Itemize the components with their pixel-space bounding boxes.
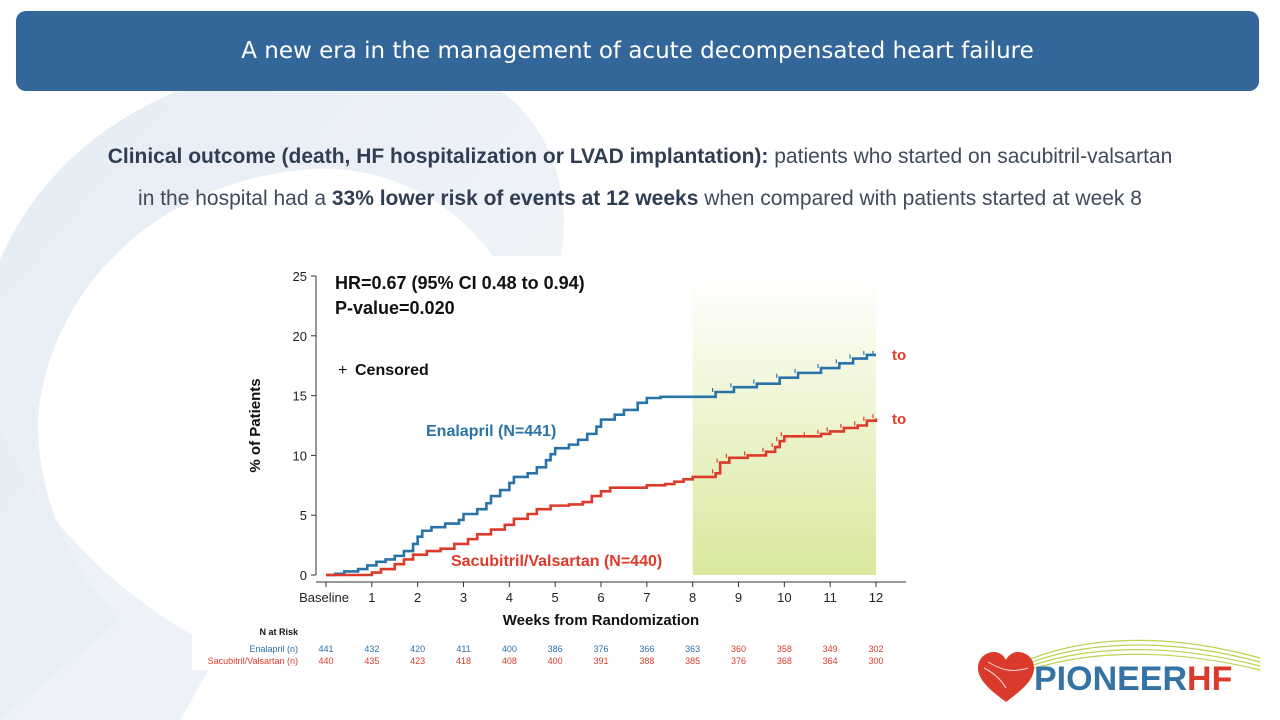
- summary-text-2: in the hospital had a: [138, 187, 332, 210]
- x-tick-label: 4: [506, 590, 513, 605]
- risk-cell: 440: [318, 656, 333, 666]
- summary-bold-1: Clinical outcome (death, HF hospitalizat…: [107, 145, 769, 168]
- risk-cell: 408: [502, 656, 517, 666]
- x-axis-label: Weeks from Randomization: [503, 612, 699, 629]
- y-tick-label: 20: [293, 329, 307, 344]
- x-tick-label: 9: [735, 590, 742, 605]
- risk-cell: 358: [777, 644, 792, 654]
- y-tick-label: 0: [300, 568, 307, 583]
- series-line-enalapril: [326, 353, 876, 577]
- risk-cell: 391: [593, 656, 608, 666]
- y-tick-label: 5: [300, 508, 307, 523]
- risk-cell: 420: [410, 644, 425, 654]
- series-line-sacubitril: [326, 418, 878, 577]
- risk-table: N at Risk Enalapril (n) 441 432 420 411 400 386…: [208, 627, 884, 666]
- risk-cell: 400: [502, 644, 517, 654]
- risk-cell: 376: [593, 644, 608, 654]
- x-tick-label: 7: [643, 590, 650, 605]
- switch-label-1: to Sacubitril/Valsartan: [892, 347, 910, 364]
- risk-table-title: N at Risk: [259, 627, 299, 637]
- y-tick-label: 10: [293, 448, 307, 463]
- risk-cell: 302: [868, 644, 883, 654]
- risk-cell: 363: [685, 644, 700, 654]
- x-tick-label: 3: [460, 590, 467, 605]
- risk-cell: 300: [868, 656, 883, 666]
- x-tick-label: 2: [414, 590, 421, 605]
- y-axis-label: % of Patients: [247, 378, 264, 472]
- x-tick-label: 10: [777, 590, 791, 605]
- x-tick-label: 6: [597, 590, 604, 605]
- risk-cell: 418: [456, 656, 471, 666]
- summary-text-3: when compared with patients started at w…: [698, 187, 1142, 210]
- label-sacubitril: Sacubitril/Valsartan (N=440): [451, 553, 662, 570]
- risk-cell: 364: [823, 656, 838, 666]
- x-tick-label: Baseline: [299, 590, 349, 605]
- y-tick-label: 15: [293, 389, 307, 404]
- pioneer-hf-logo: PIONEERHF: [970, 628, 1270, 708]
- x-tick-label: 5: [552, 590, 559, 605]
- risk-cell: 376: [731, 656, 746, 666]
- slide-title: A new era in the management of acute dec…: [241, 38, 1034, 64]
- risk-cell: 435: [364, 656, 379, 666]
- logo-graphic: [978, 639, 1261, 702]
- censored-label: Censored: [355, 362, 429, 379]
- risk-cell: 441: [318, 644, 333, 654]
- title-banner: A new era in the management of acute dec…: [16, 11, 1259, 91]
- risk-cell: 385: [685, 656, 700, 666]
- risk-cell: 368: [777, 656, 792, 666]
- summary-text: Clinical outcome (death, HF hospitalizat…: [20, 136, 1260, 220]
- risk-row-label: Sacubitril/Valsartan (n): [208, 656, 298, 666]
- label-enalapril: Enalapril (N=441): [426, 423, 556, 440]
- summary-bold-2: 33% lower risk of events at 12 weeks: [331, 187, 699, 210]
- risk-cell: 432: [364, 644, 379, 654]
- risk-cell: 411: [456, 644, 470, 654]
- risk-row-label: Enalapril (n): [249, 644, 298, 654]
- summary-text-1: patients who started on sacubitril-valsa…: [768, 145, 1173, 168]
- censored-symbol: +: [338, 362, 347, 379]
- switch-label-2: to Sacubitril/Valsartan: [892, 411, 910, 428]
- hr-annotation: HR=0.67 (95% CI 0.48 to 0.94): [335, 273, 585, 293]
- risk-cell: 388: [639, 656, 654, 666]
- shaded-region: [692, 276, 876, 575]
- x-tick-label: 11: [823, 590, 837, 605]
- x-tick-label: 12: [869, 590, 883, 605]
- risk-cell: 366: [639, 644, 654, 654]
- logo-text: PIONEERHF: [1034, 660, 1233, 698]
- km-chart-panel: 0 5 10 15 20 25 Baseline 1 2 3 4 5 6 7 8 9 10 11 12 Weeks f…: [192, 256, 1050, 670]
- risk-cell: 349: [823, 644, 838, 654]
- y-tick-label: 25: [293, 269, 307, 284]
- risk-cell: 386: [548, 644, 563, 654]
- x-tick-label: 1: [368, 590, 375, 605]
- heart-icon: [978, 652, 1034, 702]
- risk-cell: 423: [410, 656, 425, 666]
- risk-cell: 400: [548, 656, 563, 666]
- x-tick-label: 8: [689, 590, 696, 605]
- risk-cell: 360: [731, 644, 746, 654]
- pvalue-annotation: P-value=0.020: [335, 298, 455, 318]
